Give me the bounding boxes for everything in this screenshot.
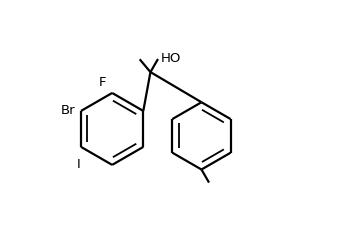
Text: Br: Br bbox=[61, 104, 75, 117]
Text: HO: HO bbox=[160, 52, 181, 65]
Text: I: I bbox=[77, 158, 80, 171]
Text: F: F bbox=[99, 76, 106, 89]
